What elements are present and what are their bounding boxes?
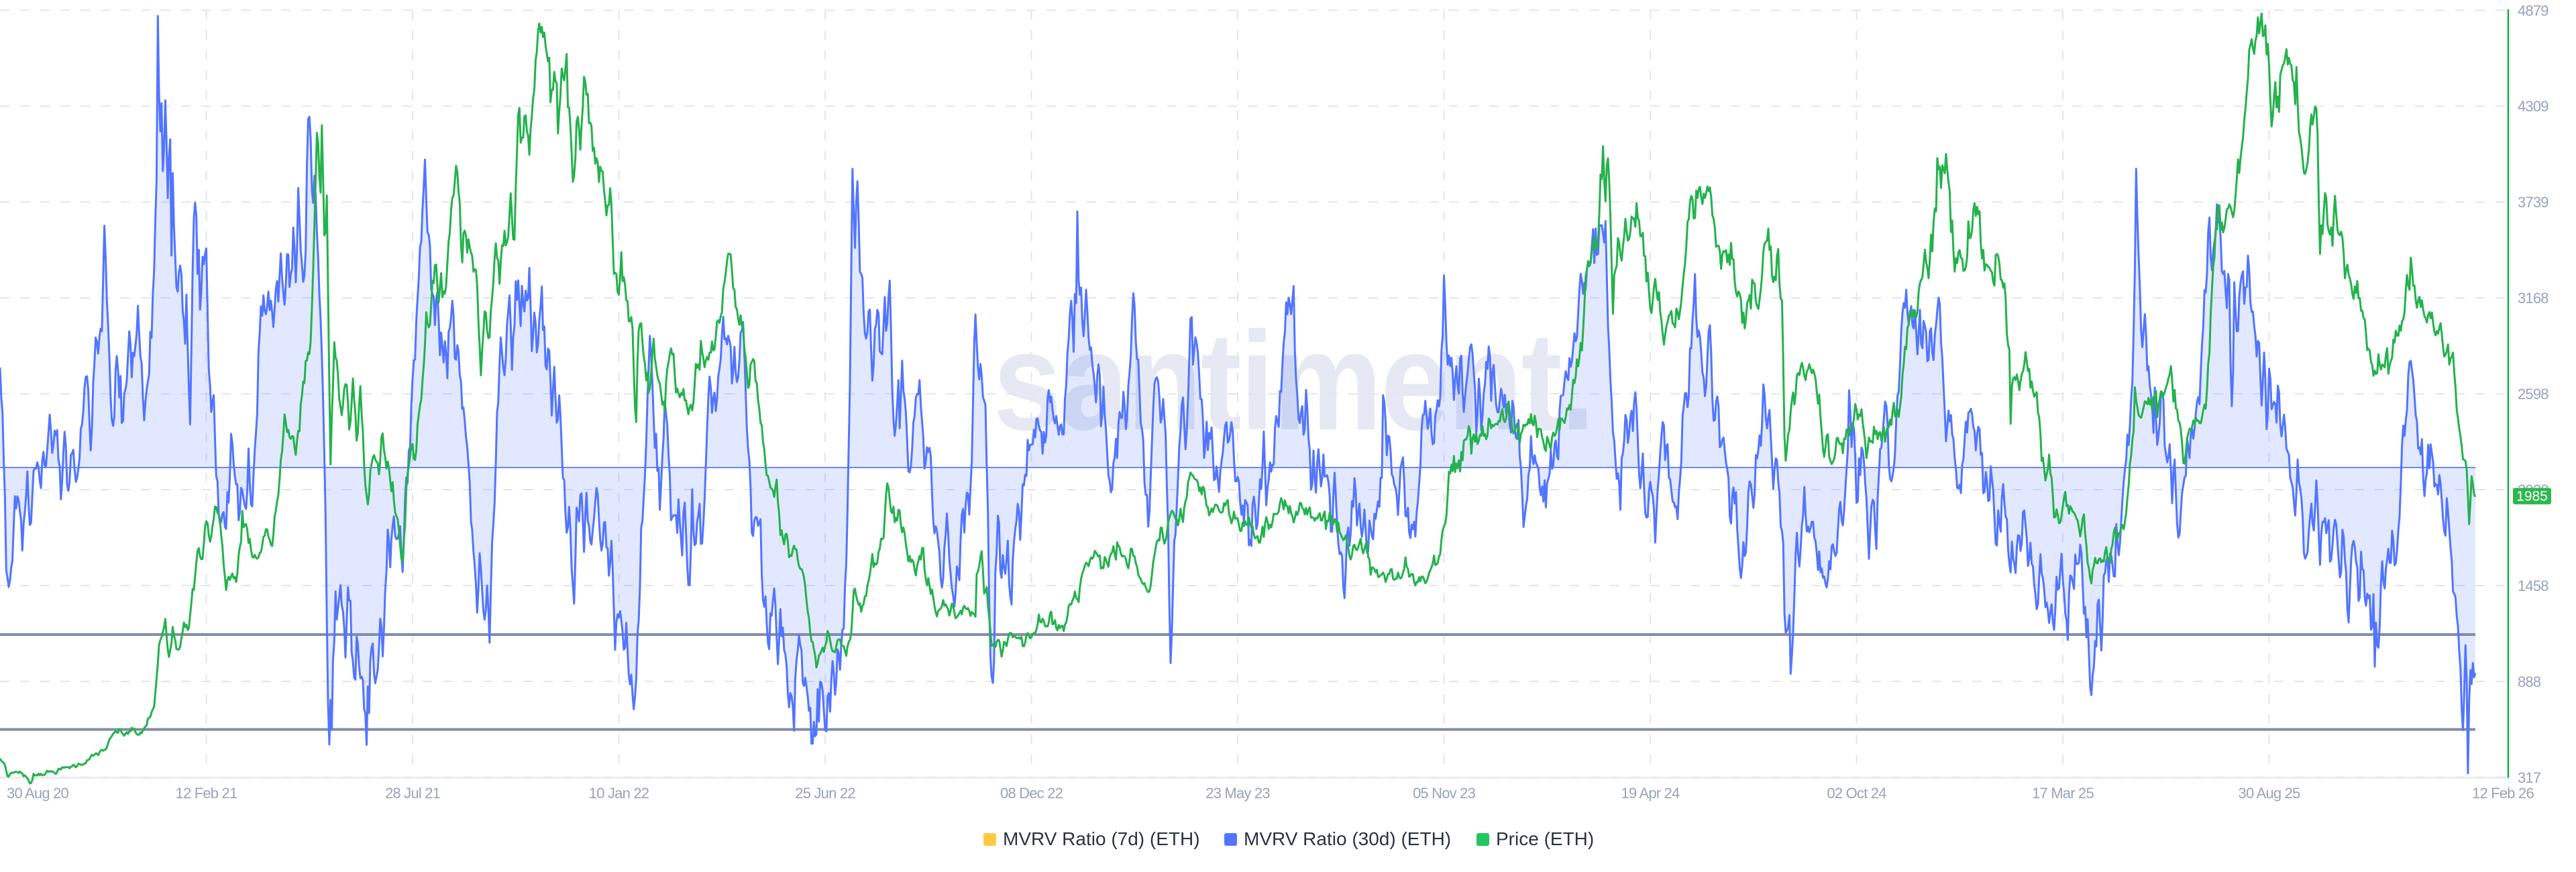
svg-text:28 Jul 21: 28 Jul 21 <box>385 785 441 802</box>
svg-text:05 Nov 23: 05 Nov 23 <box>1413 785 1476 802</box>
svg-text:25 Jun 22: 25 Jun 22 <box>795 785 855 802</box>
svg-text:4309: 4309 <box>2518 98 2548 115</box>
svg-text:12 Feb 26: 12 Feb 26 <box>2472 785 2534 802</box>
svg-text:30 Aug 25: 30 Aug 25 <box>2239 785 2300 802</box>
svg-text:10 Jan 22: 10 Jan 22 <box>589 785 649 802</box>
svg-text:317: 317 <box>2518 769 2541 786</box>
svg-text:MVRV Ratio (7d) (ETH): MVRV Ratio (7d) (ETH) <box>1003 828 1200 849</box>
svg-text:08 Dec 22: 08 Dec 22 <box>1000 785 1063 802</box>
svg-text:3168: 3168 <box>2518 290 2548 307</box>
svg-text:1985: 1985 <box>2516 489 2548 504</box>
svg-text:3739: 3739 <box>2518 194 2548 211</box>
svg-text:12 Feb 21: 12 Feb 21 <box>176 785 237 802</box>
svg-text:02 Oct 24: 02 Oct 24 <box>1827 785 1886 802</box>
svg-text:888: 888 <box>2518 673 2541 690</box>
svg-text:Price (ETH): Price (ETH) <box>1496 828 1594 849</box>
svg-text:30 Aug 20: 30 Aug 20 <box>7 785 68 802</box>
svg-text:4879: 4879 <box>2518 2 2548 19</box>
svg-text:23 May 23: 23 May 23 <box>1205 785 1270 802</box>
svg-text:2598: 2598 <box>2518 386 2548 402</box>
svg-text:17 Mar 25: 17 Mar 25 <box>2032 785 2094 802</box>
svg-text:19 Apr 24: 19 Apr 24 <box>1621 785 1680 802</box>
svg-text:MVRV Ratio (30d) (ETH): MVRV Ratio (30d) (ETH) <box>1244 828 1451 849</box>
svg-text:1458: 1458 <box>2518 578 2548 594</box>
